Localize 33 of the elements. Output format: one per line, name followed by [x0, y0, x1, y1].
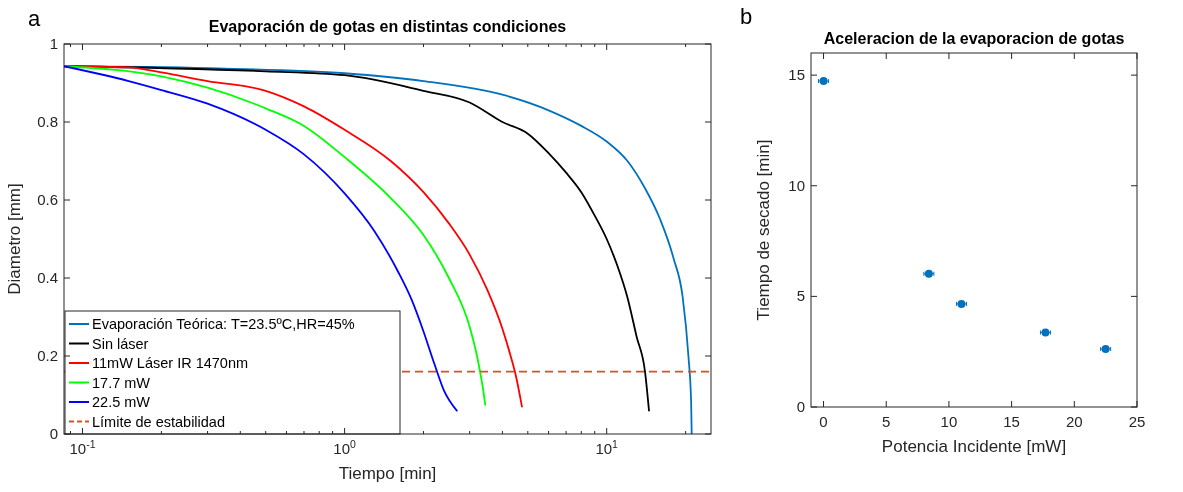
x-tick-label: 0	[819, 413, 828, 430]
legend-label: 22.5 mW	[92, 394, 151, 410]
text: b	[740, 4, 753, 29]
y-tick-label: 0.6	[37, 191, 58, 208]
y-tick-label: 0	[49, 425, 58, 442]
y-axis-title: Tiempo de secado [min]	[754, 139, 773, 321]
text: a	[28, 6, 41, 31]
x-axis-title: Tiempo [min]	[338, 464, 437, 483]
legend-label: 17.7 mW	[92, 374, 151, 391]
y-tick-label: 5	[796, 287, 805, 305]
x-tick-label: 20	[1065, 413, 1083, 430]
x-tick-label: 10$^{-1}$	[69, 438, 96, 457]
chart-title: Evaporación de gotas en distintas condiciones	[208, 18, 567, 35]
x-axis-title: Potencia Incidente [mW]	[881, 437, 1067, 456]
chart-title: Aceleracion de la evaporacion de gotas	[823, 30, 1125, 47]
legend-label: Evaporación Teórica: T=23.5ºC,HR=45%	[92, 316, 355, 332]
x-tick-label: 10$^{0}$	[333, 438, 357, 457]
x-tick-label: 15	[1003, 413, 1020, 430]
y-tick-label: 1	[49, 35, 58, 52]
y-tick-label: 0.8	[37, 113, 58, 130]
legend-label: Sin láser	[92, 335, 149, 352]
legend-label: 11mW Láser IR 1470nm	[92, 355, 249, 371]
y-axis-title: Diametro [mm]	[5, 183, 24, 295]
legend-label: Límite de estabilidad	[92, 413, 225, 430]
y-tick-label: 0.2	[37, 347, 58, 364]
x-tick-label: 25	[1128, 413, 1146, 430]
x-tick-label: 10	[940, 413, 958, 430]
x-tick-label: 5	[882, 413, 891, 430]
y-tick-label: 0	[796, 398, 805, 415]
y-tick-label: 0.4	[37, 269, 58, 286]
y-tick-label: 15	[788, 66, 805, 84]
y-tick-label: 10	[788, 176, 805, 194]
x-tick-label: 10$^{1}$	[595, 438, 619, 457]
